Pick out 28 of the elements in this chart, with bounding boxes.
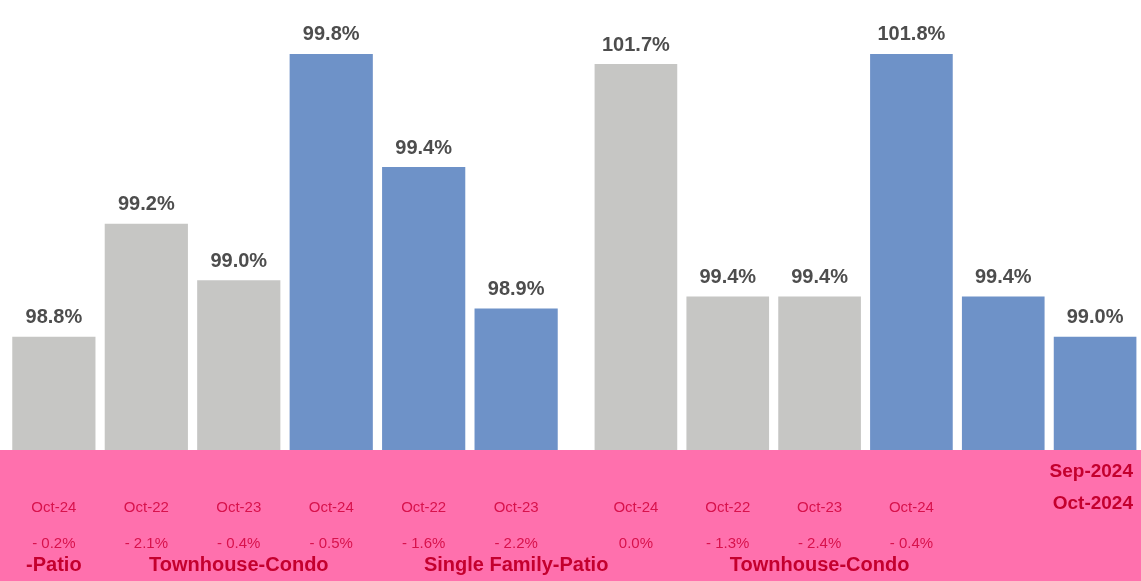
annotation: -Patio xyxy=(26,553,82,575)
data-label: 99.4% xyxy=(395,135,453,158)
annotation: Oct-2024 xyxy=(1052,491,1133,513)
data-label: 99.0% xyxy=(1066,305,1124,328)
category-label: Oct-22 - 1.3% xyxy=(705,498,751,552)
data-label: 98.9% xyxy=(487,277,545,300)
category-label: Oct-23 - 0.4% xyxy=(216,498,262,552)
data-label: 101.7% xyxy=(601,32,671,55)
data-label: 101.8% xyxy=(877,22,946,45)
category-label: Oct-24 0.0% xyxy=(613,498,659,552)
data-label: 99.4% xyxy=(699,264,757,287)
annotation: Townhouse-Condo xyxy=(148,553,329,575)
category-label: Oct-24 - 0.4% xyxy=(888,498,934,552)
annotation: Townhouse-Condo xyxy=(729,553,910,575)
data-label: 98.8% xyxy=(25,305,83,328)
category-label: Oct-24 - 0.5% xyxy=(308,498,354,552)
category-label: Oct-24 - 0.2% xyxy=(31,498,77,552)
data-label: 99.0% xyxy=(210,248,268,271)
data-label: 99.2% xyxy=(117,192,175,215)
annotation: Sep-2024 xyxy=(1049,459,1133,481)
data-label: 99.4% xyxy=(974,264,1032,287)
category-label: Oct-23 - 2.4% xyxy=(797,498,843,552)
category-label: Oct-22 - 1.6% xyxy=(401,498,447,552)
category-label: Oct-22 - 2.1% xyxy=(123,498,169,552)
annotation: Single Family-Patio xyxy=(423,553,609,575)
category-label: Oct-23 - 2.2% xyxy=(493,498,539,552)
data-label: 99.4% xyxy=(791,264,849,287)
data-label: 99.8% xyxy=(302,22,360,45)
